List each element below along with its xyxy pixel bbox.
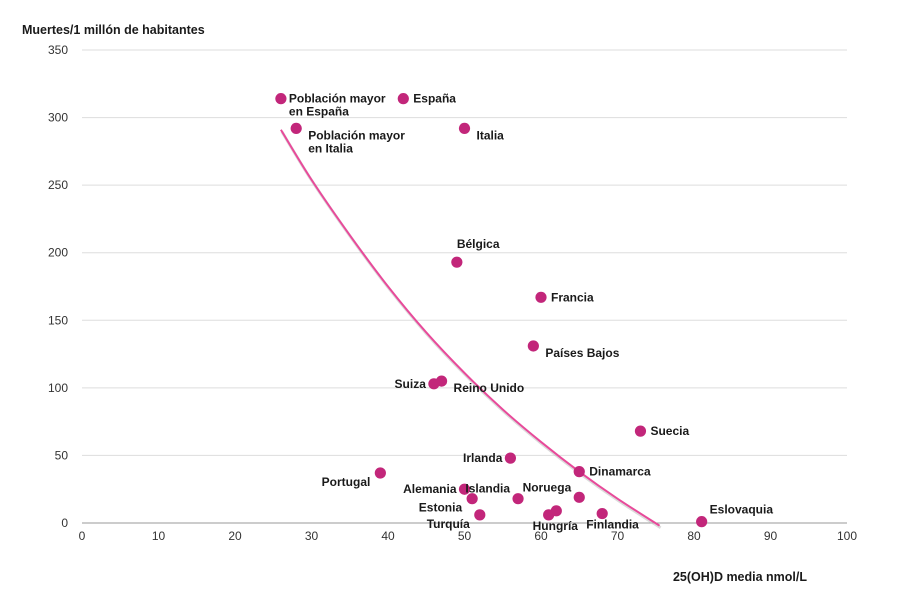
label-line: España <box>413 92 456 106</box>
point-belgica <box>451 256 463 268</box>
y-tick-label: 250 <box>48 178 68 192</box>
label-hungria: Hungría <box>533 519 579 533</box>
label-line: Italia <box>477 128 505 142</box>
label-suiza: Suiza <box>395 377 427 391</box>
x-tick-label: 40 <box>381 529 395 543</box>
x-tick-label: 60 <box>534 529 548 543</box>
point-dinamarca <box>573 466 585 478</box>
point-noruega <box>573 491 585 503</box>
label-line: Hungría <box>533 519 579 533</box>
y-tick-label: 300 <box>48 111 68 125</box>
x-tick-label: 20 <box>228 529 242 543</box>
label-line: Finlandia <box>586 518 639 532</box>
label-dinamarca: Dinamarca <box>589 465 651 479</box>
point-finlandia <box>596 507 608 520</box>
x-tick-label: 100 <box>837 529 857 543</box>
label-line: Reino Unido <box>454 381 525 395</box>
x-tick-label: 70 <box>611 529 625 543</box>
data-points <box>275 93 708 528</box>
point-suecia <box>634 425 647 437</box>
x-tick-label: 50 <box>458 529 472 543</box>
x-tick-label: 10 <box>152 529 166 543</box>
point-islandia <box>512 493 524 505</box>
y-tick-label: 150 <box>48 313 68 327</box>
point-estonia <box>466 493 478 505</box>
point-reino-unido <box>435 375 448 387</box>
point-alemania <box>458 483 471 495</box>
trendline <box>280 129 661 527</box>
label-noruega: Noruega <box>523 480 572 494</box>
label-estonia: Estonia <box>419 501 463 515</box>
label-reino-unido: Reino Unido <box>454 381 525 395</box>
label-line: Portugal <box>322 475 371 489</box>
label-line: Suecia <box>650 424 689 438</box>
label-paises-bajos: Países Bajos <box>545 346 619 360</box>
point-paises-bajos <box>527 340 539 352</box>
label-line: Población mayor <box>308 128 405 142</box>
label-italia: Italia <box>477 128 505 142</box>
label-poblacion-mayor-en-italia: Población mayor en Italia <box>308 128 405 155</box>
x-tick-label: 30 <box>305 529 319 543</box>
y-tick-label: 100 <box>48 381 68 395</box>
label-line: en España <box>289 105 349 119</box>
y-tick-label: 0 <box>61 516 68 530</box>
y-tick-labels: 0 50 100 150 200 250 300 350 <box>48 43 68 530</box>
label-line: en Italia <box>308 141 353 155</box>
x-tick-label: 90 <box>764 529 778 543</box>
point-italia <box>458 122 471 134</box>
label-line: Islandia <box>465 482 510 496</box>
point-poblacion-mayor-en-italia <box>290 122 302 134</box>
label-line: Alemania <box>403 482 457 496</box>
point-eslovaquia <box>696 516 708 528</box>
point-hungria-2 <box>550 505 562 517</box>
label-irlanda: Irlanda <box>463 451 503 465</box>
label-line: Población mayor <box>289 92 386 106</box>
y-tick-label: 350 <box>48 43 68 57</box>
label-islandia: Islandia <box>465 482 510 496</box>
label-line: Turquía <box>427 517 470 531</box>
label-belgica: Bélgica <box>457 237 500 251</box>
point-poblacion-mayor-en-espana <box>275 93 287 105</box>
label-line: Bélgica <box>457 237 500 251</box>
gridlines <box>82 49 847 524</box>
point-irlanda <box>504 452 516 464</box>
label-line: Francia <box>551 290 594 304</box>
label-portugal: Portugal <box>322 475 371 489</box>
label-line: Suiza <box>395 377 427 391</box>
label-finlandia: Finlandia <box>586 518 639 532</box>
x-tick-labels: 0 10 20 30 40 50 60 70 80 90 100 <box>79 529 858 543</box>
label-alemania: Alemania <box>403 482 457 496</box>
label-line: Irlanda <box>463 451 503 465</box>
label-espana: España <box>413 92 456 106</box>
trendline-group <box>280 129 662 529</box>
label-line: Eslovaquia <box>710 503 774 517</box>
label-suecia: Suecia <box>650 424 689 438</box>
label-line: Noruega <box>523 480 572 494</box>
x-axis-title: 25(OH)D media nmol/L <box>673 570 807 584</box>
label-line: Países Bajos <box>545 346 619 360</box>
label-eslovaquia: Eslovaquia <box>710 503 774 517</box>
point-espana <box>397 93 409 105</box>
label-turquia: Turquía <box>427 517 470 531</box>
label-poblacion-mayor-en-espana: Población mayor en España <box>289 92 386 119</box>
x-tick-label: 0 <box>79 529 86 543</box>
x-tick-label: 80 <box>687 529 701 543</box>
point-portugal <box>374 467 386 479</box>
point-francia <box>535 291 547 303</box>
y-axis-title: Muertes/1 millón de habitantes <box>22 23 205 37</box>
label-francia: Francia <box>551 290 594 304</box>
label-line: Estonia <box>419 501 463 515</box>
y-tick-label: 50 <box>55 448 69 462</box>
label-line: Dinamarca <box>589 465 651 479</box>
y-tick-label: 200 <box>48 246 68 260</box>
point-turquia <box>474 509 486 521</box>
